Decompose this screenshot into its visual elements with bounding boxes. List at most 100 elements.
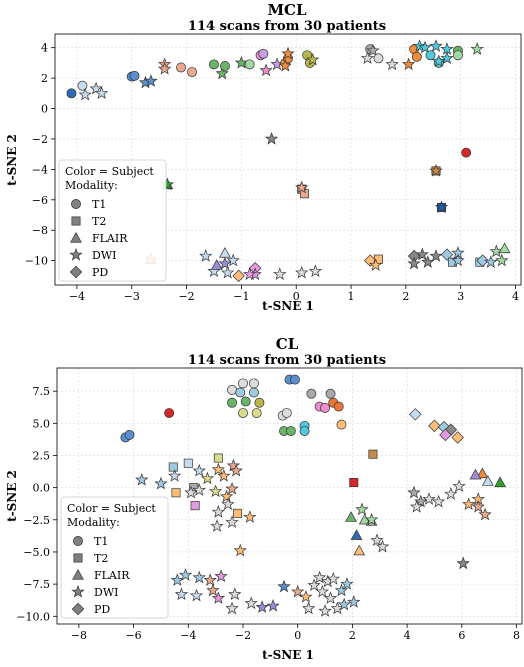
mcl-scan-point <box>418 40 432 54</box>
mcl-scan-point <box>259 63 273 77</box>
cl-scan-point <box>444 487 458 500</box>
mcl-legend-label: T1 <box>92 198 106 211</box>
cl-scan-point <box>266 599 280 612</box>
mcl-legend-marker <box>69 248 83 261</box>
cl-scan-point <box>431 494 446 508</box>
cl-scan-point <box>221 497 235 511</box>
mcl-legend-label: T2 <box>92 215 106 228</box>
cl-scan-point <box>478 507 492 521</box>
mcl-scan-point <box>360 51 375 64</box>
cl-scan-point <box>355 502 369 516</box>
cl-y-tick-label: −7.5 <box>23 578 50 591</box>
cl-scan-point <box>238 408 248 418</box>
mcl-scan-point <box>385 57 399 71</box>
mcl-y-tick-label: −6 <box>32 194 48 207</box>
mcl-legend-subtitle: Modality: <box>65 179 118 192</box>
mcl-legend: Color = Subject Modality: T1 T2 FLAIR DWI PD <box>58 159 167 282</box>
cl-scan-point <box>233 543 247 557</box>
cl-scan-point <box>315 584 329 598</box>
mcl-y-axis-label: t-SNE 2 <box>5 134 19 186</box>
cl-scan-point <box>243 510 257 523</box>
cl-scan-point <box>302 601 316 615</box>
mcl-scan-point <box>429 163 443 177</box>
mcl-scan-point <box>440 248 454 261</box>
cl-scan-point <box>337 597 351 611</box>
cl-scan-point <box>336 419 347 430</box>
mcl-scan-point <box>421 255 435 268</box>
cl-scan-point <box>349 478 359 487</box>
cl-scan-point <box>189 588 204 602</box>
mcl-scan-point <box>432 54 446 68</box>
mcl-y-tick-label: 0 <box>41 103 48 116</box>
cl-scan-point <box>219 489 234 503</box>
cl-scan-point <box>154 476 168 490</box>
mcl-scan-point <box>295 265 309 279</box>
cl-y-tick-label: −5.0 <box>23 546 50 559</box>
cl-scan-point <box>192 570 206 584</box>
cl-x-tick-label: 2 <box>349 629 356 642</box>
mcl-scan-point <box>281 46 295 60</box>
cl-title: CL <box>276 335 299 353</box>
cl-scan-point <box>248 387 259 398</box>
mcl-y-tick-label: 2 <box>41 72 48 85</box>
cl-legend-items: T1 T2 FLAIR DWI PD <box>71 535 130 616</box>
cl-legend-marker <box>72 568 84 580</box>
cl-scan-point <box>213 453 223 463</box>
cl-y-tick-label: −2.5 <box>23 514 50 527</box>
mcl-scan-point <box>210 259 223 270</box>
cl-scan-point <box>206 583 220 597</box>
cl-x-tick-label: −4 <box>180 629 196 642</box>
cl-y-tick-label: 2.5 <box>33 449 51 462</box>
mcl-scan-point <box>369 258 383 271</box>
cl-scan-point <box>428 419 441 433</box>
cl-x-tick-label: 6 <box>458 629 465 642</box>
mcl-scan-point <box>440 51 454 64</box>
cl-legend-marker <box>71 585 85 598</box>
cl-scan-point <box>254 397 265 408</box>
cl-scan-point <box>167 469 182 482</box>
mcl-scan-point <box>425 50 436 61</box>
cl-scan-point <box>325 388 336 399</box>
cl-scan-point <box>364 512 379 526</box>
mcl-legend-label: FLAIR <box>92 232 128 245</box>
cl-x-tick-label: 8 <box>513 629 520 642</box>
cl-y-axis-label: t-SNE 2 <box>5 470 19 522</box>
mcl-legend-marker <box>71 199 81 209</box>
mcl-scan-point <box>278 58 292 72</box>
mcl-title: MCL <box>267 1 307 19</box>
mcl-legend-title: Color = Subject <box>65 165 154 178</box>
cl-scan-point <box>422 492 436 505</box>
cl-scan-point <box>225 481 239 495</box>
mcl-y-tick-label: −2 <box>32 133 48 146</box>
cl-scan-point <box>333 401 344 412</box>
mcl-scan-point <box>415 247 429 261</box>
cl-legend-box <box>60 496 169 619</box>
mcl-scan-point <box>258 48 269 59</box>
cl-scan-point <box>203 573 217 586</box>
cl-scan-point <box>291 584 305 598</box>
cl-scan-point <box>368 449 378 459</box>
cl-scan-point <box>178 568 193 581</box>
cl-scan-point <box>471 499 485 513</box>
cl-legend-label: DWI <box>94 586 118 599</box>
mcl-scan-point <box>244 59 255 70</box>
mcl-y-ticks: 4 2 0 −2 −4 −6 −8 −10 <box>25 42 55 268</box>
cl-scan-point <box>476 467 489 479</box>
cl-x-axis-label: t-SNE 1 <box>262 648 314 662</box>
cl-scan-point <box>164 408 175 418</box>
mcl-x-tick-label: 3 <box>457 290 464 303</box>
cl-x-tick-label: 0 <box>294 629 301 642</box>
mcl-legend-label: PD <box>92 266 108 279</box>
mcl-legend-box <box>58 159 167 282</box>
cl-scan-point <box>410 499 424 513</box>
mcl-scan-point <box>77 80 88 91</box>
cl-scan-point <box>235 387 246 398</box>
mcl-scan-point <box>401 57 416 71</box>
cl-legend-label: PD <box>94 603 110 616</box>
mcl-scan-point <box>295 180 309 194</box>
mcl-legend-marker <box>71 216 81 226</box>
mcl-scan-point <box>129 70 140 81</box>
cl-scan-point <box>244 596 258 610</box>
cl-scan-point <box>171 488 181 498</box>
